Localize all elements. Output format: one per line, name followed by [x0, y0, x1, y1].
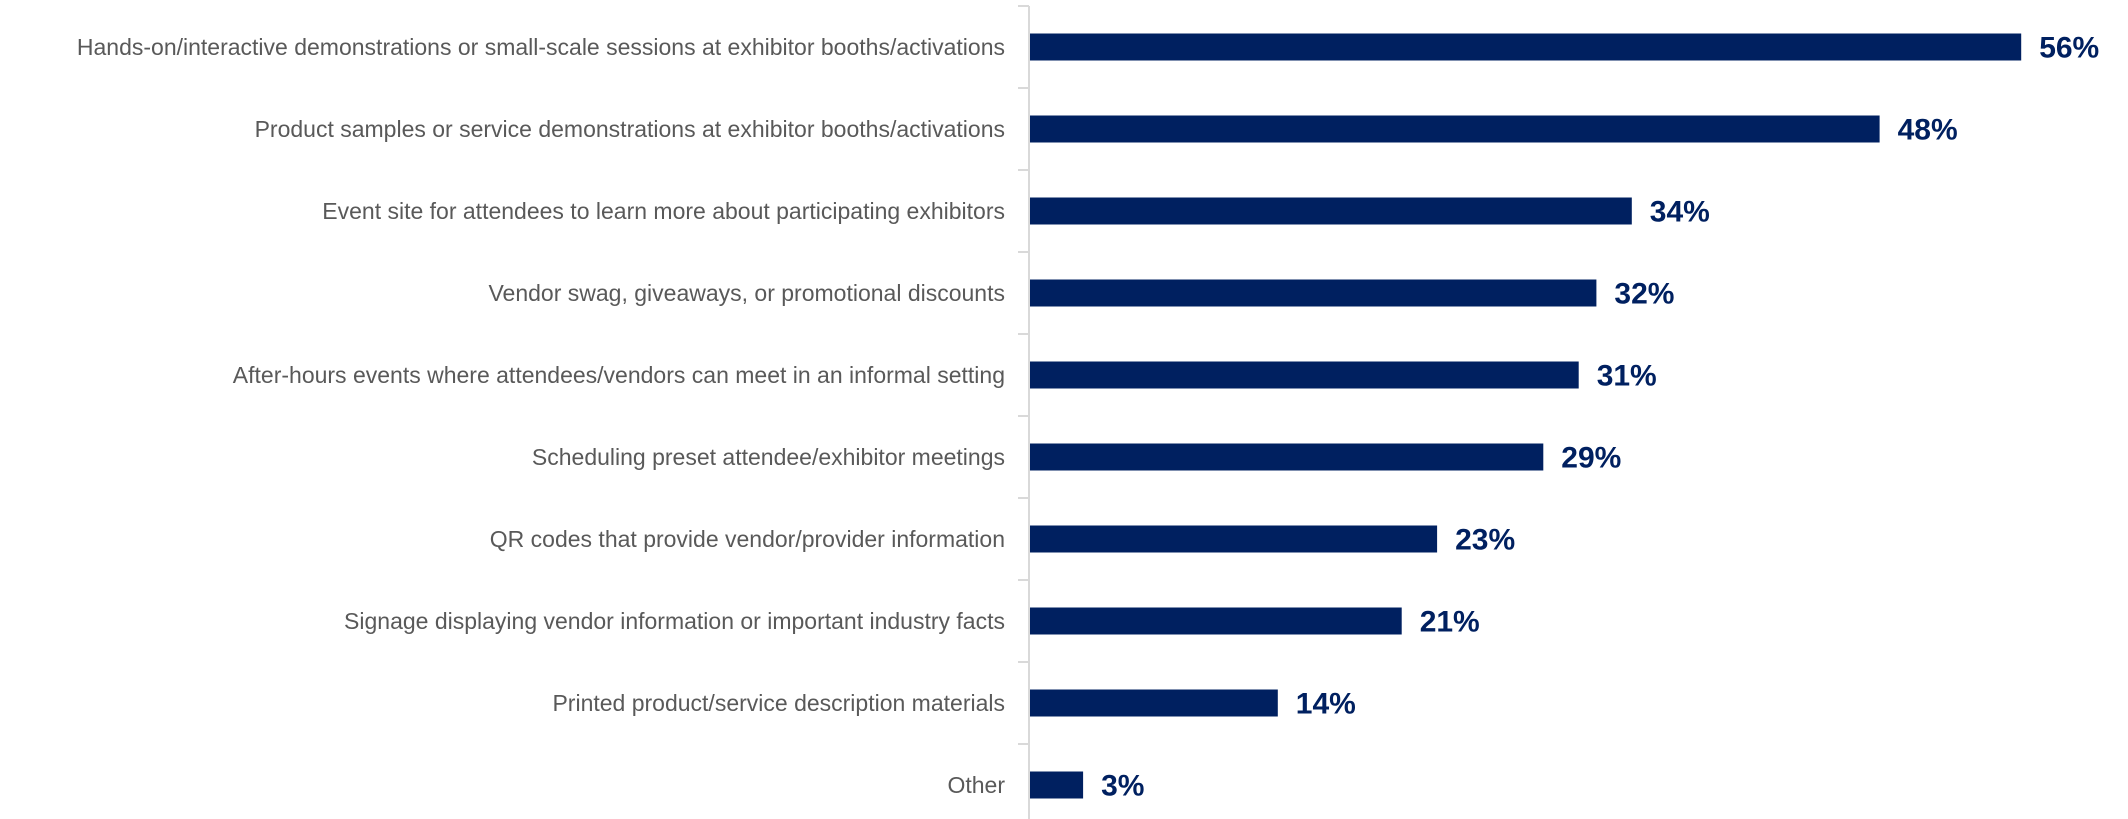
bar [1030, 771, 1084, 799]
value-labels-group: 56% 48% 34% 32% 31% 29% 23% 21% 14% 3% [1101, 32, 2099, 803]
bar [1030, 689, 1278, 717]
bar [1030, 115, 1880, 143]
data-label: 32% [1614, 278, 1674, 311]
bar [1030, 279, 1597, 307]
data-label: 48% [1898, 114, 1958, 147]
bar [1030, 607, 1402, 635]
category-label: Product samples or service demonstration… [255, 116, 1005, 142]
data-label: 14% [1296, 688, 1356, 721]
category-label: Signage displaying vendor information or… [344, 608, 1005, 634]
data-label: 23% [1455, 524, 1515, 557]
bar [1030, 33, 2022, 61]
data-label: 56% [2039, 32, 2099, 65]
bar [1030, 361, 1579, 389]
data-label: 34% [1650, 196, 1710, 229]
data-label: 21% [1420, 606, 1480, 639]
bar [1030, 197, 1632, 225]
category-label: Scheduling preset attendee/exhibitor mee… [532, 444, 1005, 470]
category-label: Other [947, 772, 1005, 798]
category-label: Hands-on/interactive demonstrations or s… [77, 34, 1005, 60]
axis-ticks [1018, 5, 1029, 745]
data-label: 29% [1561, 442, 1621, 475]
category-labels-group: Hands-on/interactive demonstrations or s… [77, 34, 1005, 798]
category-label: After-hours events where attendees/vendo… [233, 362, 1005, 388]
data-label: 31% [1597, 360, 1657, 393]
category-label: QR codes that provide vendor/provider in… [490, 526, 1005, 552]
category-label: Event site for attendees to learn more a… [322, 198, 1005, 224]
data-label: 3% [1101, 770, 1144, 803]
category-label: Printed product/service description mate… [552, 690, 1005, 716]
bars-group [1030, 33, 2022, 799]
bar [1030, 525, 1438, 553]
bar [1030, 443, 1544, 471]
category-label: Vendor swag, giveaways, or promotional d… [488, 280, 1005, 306]
